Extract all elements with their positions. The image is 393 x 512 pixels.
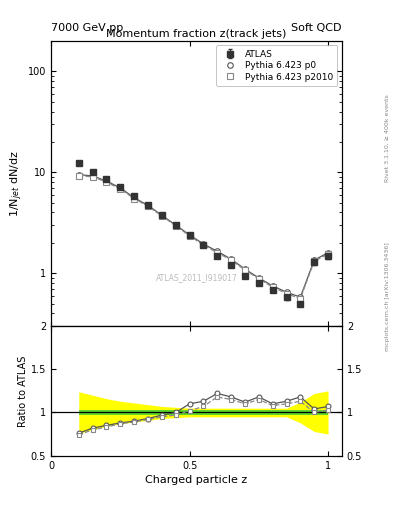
- Legend: ATLAS, Pythia 6.423 p0, Pythia 6.423 p2010: ATLAS, Pythia 6.423 p0, Pythia 6.423 p20…: [216, 46, 338, 86]
- Pythia 6.423 p2010: [201, 242, 206, 248]
- Pythia 6.423 p2010: [215, 250, 220, 256]
- Pythia 6.423 p2010: [104, 179, 109, 185]
- Pythia 6.423 p0: [132, 195, 136, 201]
- Pythia 6.423 p2010: [298, 295, 303, 302]
- Pythia 6.423 p0: [187, 232, 192, 238]
- Pythia 6.423 p0: [284, 289, 289, 295]
- Pythia 6.423 p0: [160, 212, 164, 219]
- Pythia 6.423 p2010: [118, 186, 123, 193]
- Text: Soft QCD: Soft QCD: [292, 23, 342, 33]
- Pythia 6.423 p0: [173, 222, 178, 228]
- Pythia 6.423 p0: [257, 275, 261, 281]
- Pythia 6.423 p0: [270, 283, 275, 289]
- Pythia 6.423 p2010: [90, 174, 95, 180]
- Pythia 6.423 p2010: [326, 251, 331, 257]
- Line: Pythia 6.423 p0: Pythia 6.423 p0: [76, 172, 331, 300]
- Pythia 6.423 p0: [146, 202, 151, 208]
- Pythia 6.423 p2010: [76, 173, 81, 179]
- Pythia 6.423 p2010: [270, 284, 275, 290]
- Text: mcplots.cern.ch [arXiv:1306.3436]: mcplots.cern.ch [arXiv:1306.3436]: [385, 243, 389, 351]
- Line: Pythia 6.423 p2010: Pythia 6.423 p2010: [76, 173, 331, 302]
- Pythia 6.423 p0: [242, 266, 247, 272]
- Text: Rivet 3.1.10, ≥ 400k events: Rivet 3.1.10, ≥ 400k events: [385, 94, 389, 182]
- Y-axis label: 1/N$_{jet}$ dN/dz: 1/N$_{jet}$ dN/dz: [9, 150, 25, 217]
- Pythia 6.423 p2010: [173, 223, 178, 229]
- Text: 7000 GeV pp: 7000 GeV pp: [51, 23, 123, 33]
- Pythia 6.423 p0: [104, 178, 109, 184]
- Pythia 6.423 p0: [118, 185, 123, 191]
- Pythia 6.423 p2010: [312, 258, 317, 264]
- Pythia 6.423 p0: [76, 172, 81, 178]
- Pythia 6.423 p2010: [284, 290, 289, 296]
- Pythia 6.423 p0: [201, 241, 206, 247]
- Pythia 6.423 p2010: [146, 203, 151, 209]
- Pythia 6.423 p2010: [229, 257, 233, 263]
- Pythia 6.423 p0: [298, 294, 303, 300]
- Pythia 6.423 p0: [312, 257, 317, 263]
- Title: Momentum fraction z(track jets): Momentum fraction z(track jets): [107, 29, 286, 39]
- Pythia 6.423 p2010: [187, 233, 192, 239]
- Pythia 6.423 p2010: [160, 213, 164, 219]
- Y-axis label: Ratio to ATLAS: Ratio to ATLAS: [18, 355, 28, 426]
- Pythia 6.423 p0: [215, 248, 220, 254]
- X-axis label: Charged particle z: Charged particle z: [145, 475, 248, 485]
- Text: ATLAS_2011_I919017: ATLAS_2011_I919017: [156, 273, 237, 282]
- Pythia 6.423 p0: [90, 173, 95, 179]
- Pythia 6.423 p2010: [242, 267, 247, 273]
- Pythia 6.423 p2010: [132, 196, 136, 202]
- Pythia 6.423 p2010: [257, 276, 261, 282]
- Pythia 6.423 p0: [326, 250, 331, 256]
- Pythia 6.423 p0: [229, 256, 233, 262]
